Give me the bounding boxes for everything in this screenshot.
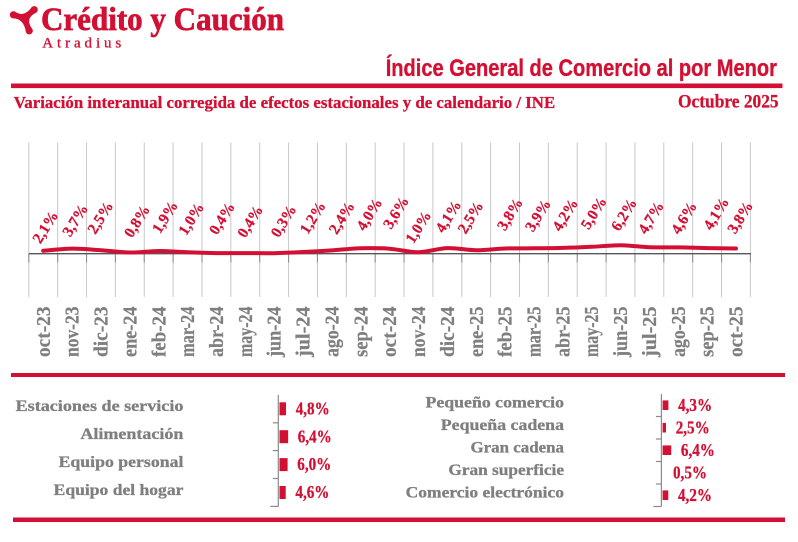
svg-text:6,0%: 6,0% (297, 454, 331, 474)
svg-text:Octubre 2025: Octubre 2025 (678, 91, 779, 112)
svg-text:Gran superficie: Gran superficie (448, 462, 564, 479)
svg-text:Pequeño comercio: Pequeño comercio (426, 395, 565, 412)
svg-text:Pequeña cadena: Pequeña cadena (441, 417, 564, 434)
svg-text:Estaciones de servicio: Estaciones de servicio (16, 398, 184, 415)
svg-text:2,5%: 2,5% (676, 417, 710, 437)
svg-text:4,2%: 4,2% (549, 196, 582, 234)
svg-text:sep-24: sep-24 (350, 307, 372, 358)
svg-text:abr-25: abr-25 (552, 307, 574, 358)
svg-text:4,2%: 4,2% (678, 485, 712, 505)
svg-text:Crédito y Caución: Crédito y Caución (41, 2, 284, 38)
svg-text:mar-24: mar-24 (177, 307, 199, 358)
svg-text:nov-24: nov-24 (408, 307, 430, 358)
svg-text:Gran cadena: Gran cadena (471, 440, 565, 457)
svg-text:4,6%: 4,6% (295, 482, 329, 502)
svg-text:4,8%: 4,8% (296, 398, 330, 418)
svg-text:6,4%: 6,4% (298, 426, 332, 446)
svg-text:jun-25: jun-25 (610, 307, 632, 358)
svg-text:may-24: may-24 (235, 307, 257, 358)
svg-text:4,3%: 4,3% (678, 395, 712, 415)
svg-text:Equipo del hogar: Equipo del hogar (54, 482, 184, 499)
svg-text:oct-24: oct-24 (379, 307, 401, 358)
svg-text:Comercio electrónico: Comercio electrónico (406, 485, 564, 502)
svg-text:jul-24: jul-24 (293, 307, 315, 359)
svg-text:may-25: may-25 (581, 307, 603, 358)
svg-text:ene-25: ene-25 (466, 307, 488, 358)
svg-text:dic-23: dic-23 (91, 307, 113, 358)
svg-text:ago-24: ago-24 (322, 307, 344, 358)
svg-text:Variación interanual corregida: Variación interanual corregida de efecto… (14, 93, 556, 112)
svg-text:Atradius: Atradius (42, 35, 125, 51)
svg-text:Alimentación: Alimentación (80, 426, 183, 443)
svg-text:jul-25: jul-25 (639, 307, 661, 359)
svg-text:jun-24: jun-24 (264, 307, 286, 358)
svg-text:mar-25: mar-25 (524, 307, 546, 358)
svg-text:ago-25: ago-25 (668, 307, 690, 358)
svg-text:abr-24: abr-24 (206, 307, 228, 358)
svg-text:6,4%: 6,4% (681, 440, 715, 460)
svg-text:feb-24: feb-24 (148, 307, 170, 358)
svg-text:feb-25: feb-25 (495, 307, 517, 358)
svg-text:ene-24: ene-24 (119, 307, 141, 358)
svg-text:Índice General de Comercio al: Índice General de Comercio al por Menor (386, 54, 777, 82)
svg-text:nov-23: nov-23 (62, 307, 84, 358)
svg-text:dic-24: dic-24 (437, 307, 459, 358)
svg-text:oct-23: oct-23 (33, 307, 55, 358)
svg-text:Equipo personal: Equipo personal (59, 454, 184, 471)
svg-text:0,5%: 0,5% (673, 462, 707, 482)
svg-text:oct-25: oct-25 (726, 307, 748, 358)
svg-text:sep-25: sep-25 (697, 307, 719, 358)
